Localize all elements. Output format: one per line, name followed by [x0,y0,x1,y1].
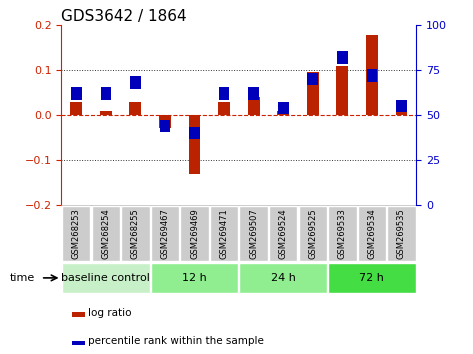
Bar [396,100,407,112]
Bar [277,110,289,115]
Bar [307,72,319,115]
Bar [159,115,171,128]
Text: GSM268254: GSM268254 [101,208,110,259]
Bar [395,110,407,115]
Text: time: time [9,273,35,283]
Text: 24 h: 24 h [271,273,296,283]
Bar [180,206,209,261]
Bar [248,97,260,115]
Bar [62,263,149,293]
Bar [189,115,201,174]
Bar [130,102,141,115]
Bar [100,87,111,100]
Text: GSM268255: GSM268255 [131,208,140,259]
Text: GSM269533: GSM269533 [338,208,347,259]
Bar [130,76,140,89]
Text: GSM268253: GSM268253 [72,208,81,259]
Bar [71,87,81,100]
Bar [189,127,200,139]
Bar [278,102,289,114]
Bar [218,102,230,115]
Bar [72,313,85,317]
Bar [328,263,416,293]
Text: 12 h: 12 h [182,273,207,283]
Text: log ratio: log ratio [88,308,131,318]
Text: GSM269525: GSM269525 [308,208,317,259]
Text: GDS3642 / 1864: GDS3642 / 1864 [61,8,187,24]
Text: GSM269524: GSM269524 [279,208,288,259]
Bar [151,206,179,261]
Bar [366,35,378,115]
Bar [387,206,416,261]
Bar [219,87,229,100]
Bar [92,206,120,261]
Text: GSM269471: GSM269471 [219,208,228,259]
Bar [239,263,327,293]
Text: GSM269534: GSM269534 [368,208,377,259]
Text: GSM269467: GSM269467 [160,208,169,259]
Bar [269,206,298,261]
Bar [337,51,348,64]
Bar [100,110,112,115]
Bar [239,206,268,261]
Text: GSM269469: GSM269469 [190,208,199,259]
Bar [72,341,85,345]
Text: baseline control: baseline control [61,273,150,283]
Bar [298,206,327,261]
Bar [121,206,149,261]
Bar [62,206,90,261]
Bar [70,102,82,115]
Bar [160,120,170,132]
Bar [210,206,238,261]
Bar [367,69,377,82]
Bar [307,73,318,85]
Text: 72 h: 72 h [359,273,385,283]
Text: GSM269535: GSM269535 [397,208,406,259]
Bar [336,66,348,115]
Text: percentile rank within the sample: percentile rank within the sample [88,336,264,346]
Bar [328,206,357,261]
Bar [151,263,238,293]
Bar [358,206,386,261]
Bar [248,87,259,100]
Text: GSM269507: GSM269507 [249,208,258,259]
